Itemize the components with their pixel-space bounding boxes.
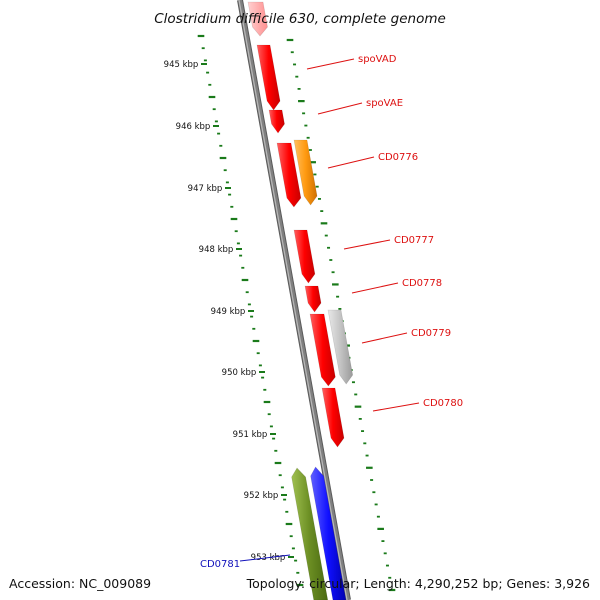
ruler-label: 948 kbp (199, 245, 234, 255)
gene-arrow-cd0775[interactable] (276, 142, 302, 208)
gene-features (247, 1, 354, 600)
ruler-label: 947 kbp (188, 184, 223, 194)
gene-arrow-cd0780[interactable] (321, 387, 345, 448)
gene-label-cd0781[interactable]: CD0781 (200, 559, 240, 570)
gene-arrow-cd0781[interactable] (310, 466, 347, 600)
ruler-label: 949 kbp (211, 307, 246, 317)
gene-label-cd0779[interactable]: CD0779 (411, 328, 451, 339)
gene-arrow-olive[interactable] (291, 467, 329, 600)
map-title: Clostridium difficile 630, complete geno… (154, 11, 446, 27)
gene-arrow-cd0778[interactable] (304, 285, 322, 313)
ruler-label: 946 kbp (176, 122, 211, 132)
gene-arrow-partial[interactable] (247, 1, 268, 37)
genome-backbone (237, 0, 351, 600)
gene-arrow-cd0776[interactable] (293, 139, 318, 206)
gene-arrow-spovae[interactable] (268, 109, 285, 134)
ruler-label: 951 kbp (233, 430, 268, 440)
ruler-label: 945 kbp (164, 60, 199, 70)
gene-label-cd0780[interactable]: CD0780 (423, 398, 463, 409)
gene-callouts: spoVAD spoVAE CD0776 CD0777 CD0778 CD0779 CD07… (200, 54, 463, 570)
gene-arrow-cd0779a[interactable] (309, 313, 336, 387)
gene-arrow-cd0779[interactable] (327, 309, 354, 385)
ruler-label: 950 kbp (222, 368, 257, 378)
ruler-label: 952 kbp (244, 491, 279, 501)
gene-label-spovad[interactable]: spoVAD (358, 54, 397, 65)
gene-label-cd0778[interactable]: CD0778 (402, 278, 442, 289)
gene-label-cd0776[interactable]: CD0776 (378, 152, 418, 163)
accession-label: Accession: NC_009089 (9, 576, 152, 591)
topology-label: Topology: circular; Length: 4,290,252 bp… (246, 576, 590, 591)
gene-arrow-cd0777[interactable] (293, 229, 316, 284)
gene-label-spovae[interactable]: spoVAE (366, 98, 403, 109)
gene-label-cd0777[interactable]: CD0777 (394, 235, 434, 246)
gene-arrow-spovad[interactable] (256, 44, 281, 111)
